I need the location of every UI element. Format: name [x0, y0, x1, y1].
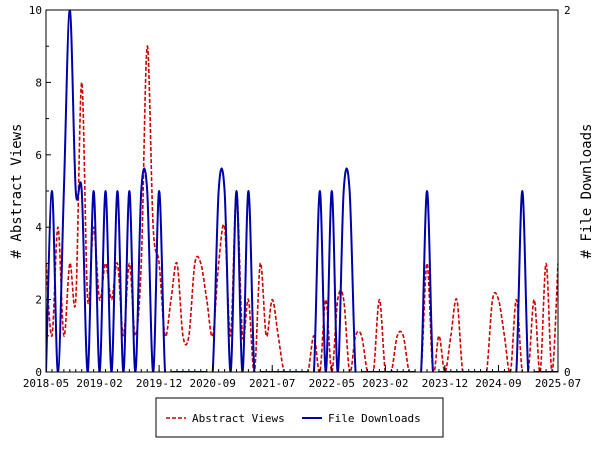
series-line-abstract-views	[46, 45, 558, 372]
x-tick-label: 2018-05	[23, 377, 69, 390]
x-tick-label: 2024-09	[475, 377, 521, 390]
x-tick-label: 2025-07	[535, 377, 581, 390]
x-tick-label: 2023-02	[362, 377, 408, 390]
left-tick-label: 4	[35, 221, 42, 234]
x-axis: 2018-05 2019-02 2019-12 2020-09 2021-07 2022-…	[23, 365, 581, 390]
right-axis: 02	[553, 4, 571, 379]
left-tick-label: 0	[35, 366, 42, 379]
left-tick-label: 2	[35, 294, 42, 307]
x-tick-label: 2020-09	[190, 377, 236, 390]
left-tick-label: 8	[35, 76, 42, 89]
legend-label-abstract-views: Abstract Views	[192, 412, 285, 425]
series-line-file-downloads	[46, 10, 558, 372]
legend-box	[155, 397, 444, 438]
x-tick-label: 2023-12	[422, 377, 468, 390]
right-tick-label: 0	[564, 366, 571, 379]
left-axis: 0 2 4 6 8 10	[29, 4, 51, 379]
right-tick-label: 2	[564, 4, 571, 17]
left-tick-label: 10	[29, 4, 42, 17]
x-tick-label: 2022-05	[309, 377, 355, 390]
x-tick-label: 2019-12	[136, 377, 182, 390]
legend-label-file-downloads: File Downloads	[328, 412, 421, 425]
right-axis-title: # File Downloads	[579, 124, 595, 259]
left-tick-label: 6	[35, 149, 42, 162]
left-axis-title: # Abstract Views	[9, 124, 25, 259]
x-tick-label: 2019-02	[76, 377, 122, 390]
x-tick-label: 2021-07	[249, 377, 295, 390]
plot-area-frame	[45, 9, 559, 373]
legend: Abstract Views File Downloads	[155, 397, 444, 438]
